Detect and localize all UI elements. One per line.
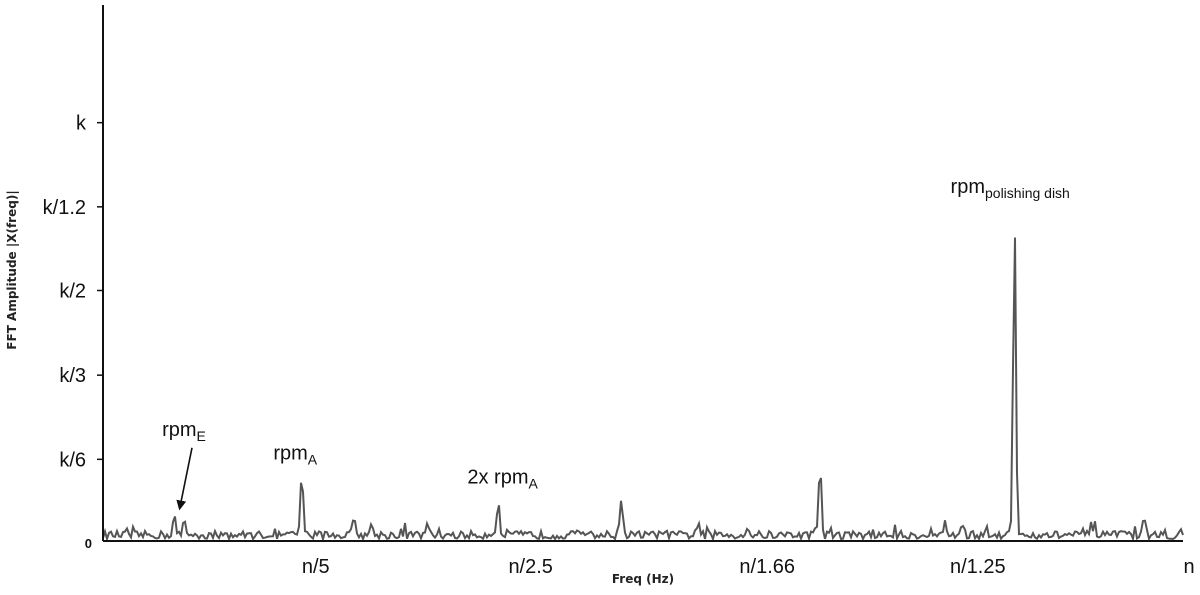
peak-annotation: 2x rpmA — [467, 466, 538, 491]
y-tick-label: k/3 — [59, 365, 86, 387]
x-tick-label: n/5 — [302, 556, 330, 578]
fft-signal-line — [102, 237, 1184, 543]
y-tick-label: k/1.2 — [43, 197, 86, 219]
x-tick-label: n/2.5 — [508, 556, 552, 578]
x-tick-label: n — [1183, 556, 1194, 578]
y-tick-label: k/6 — [59, 449, 86, 471]
y-tick-label: 0 — [85, 536, 92, 551]
x-tick-label: n/1.66 — [739, 556, 795, 578]
x-tick-label: n/1.25 — [950, 556, 1006, 578]
peak-annotation: rpmA — [273, 442, 317, 467]
x-axis-title: Freq (Hz) — [612, 572, 674, 586]
annotation-arrow — [176, 447, 193, 511]
peak-annotation: rpmpolishing dish — [951, 176, 1070, 201]
peak-annotation: rpmE — [162, 419, 206, 444]
y-axis-title: FFT Amplitude |X(freq)| — [5, 190, 19, 349]
y-tick-label: k/2 — [59, 281, 86, 303]
y-tick-label: k — [76, 113, 87, 135]
